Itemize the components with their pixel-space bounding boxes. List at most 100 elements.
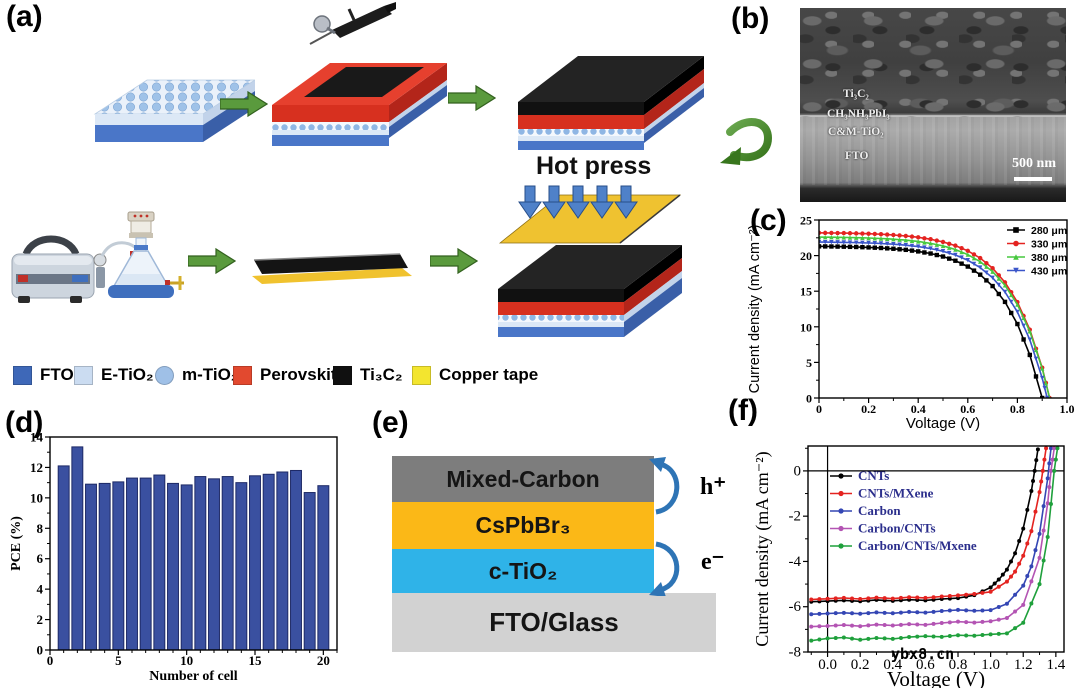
watermark: ybx8.cn xyxy=(891,645,955,663)
perovskite-swatch xyxy=(233,365,252,385)
axes: 0 0.2 0.4 0.6 0.8 1.0 0 5 10 15 20 25 xyxy=(800,214,1075,417)
bar xyxy=(194,476,207,651)
plot-d: 0 5 10 15 20 0 2 4 6 8 10 12 14 Number of cell PCE (%) xyxy=(9,430,338,684)
sem-texture xyxy=(800,8,1066,117)
svg-text:Voltage (V): Voltage (V) xyxy=(906,415,980,432)
svg-text:CNTs: CNTs xyxy=(858,468,889,483)
bar xyxy=(57,465,70,651)
svg-text:0: 0 xyxy=(794,463,802,479)
bar xyxy=(290,469,302,651)
material-label: E-TiO₂ xyxy=(101,365,154,384)
bar xyxy=(112,481,125,651)
sem-annotation: Ti₃C₂ xyxy=(843,88,869,100)
svg-text:0: 0 xyxy=(37,643,44,658)
mxene-film-on-tape xyxy=(252,253,412,284)
bar xyxy=(126,477,138,651)
airbrush-icon xyxy=(309,2,396,45)
svg-text:6: 6 xyxy=(37,551,44,566)
bar xyxy=(139,477,152,651)
sem-annotation: FTO xyxy=(845,150,869,162)
svg-text:10: 10 xyxy=(180,653,193,668)
plot-f: 0.0 0.2 0.4 0.6 0.8 1.0 1.2 1.4 0 -2 -4 -6 -8 Voltage… xyxy=(752,445,1066,688)
bar xyxy=(167,482,179,651)
material-legend-item: Perovskite xyxy=(233,362,346,388)
sem-fto-streaks xyxy=(800,116,1066,185)
process-arrow-icon xyxy=(448,84,496,112)
svg-text:Number of cell: Number of cell xyxy=(149,669,237,684)
material-legend-item: FTO xyxy=(13,362,74,388)
panel-a-label: (a) xyxy=(6,0,43,33)
etio2-swatch xyxy=(74,365,93,385)
panel-c-label: (c) xyxy=(750,204,787,237)
svg-text:20: 20 xyxy=(800,249,812,263)
svg-text:0.6: 0.6 xyxy=(916,657,935,673)
bar xyxy=(208,478,220,651)
svg-text:0.8: 0.8 xyxy=(949,657,968,673)
ti3c2-swatch xyxy=(333,365,352,385)
fto-swatch xyxy=(13,365,32,385)
chart-legend: CNTs CNTs/MXene Carbon Carbon/CNTs Carbon/CN… xyxy=(830,468,977,553)
svg-text:Voltage (V): Voltage (V) xyxy=(887,667,985,688)
svg-text:Current density (mA cm⁻²): Current density (mA cm⁻²) xyxy=(747,225,763,394)
series-group xyxy=(819,230,1052,398)
svg-text:1.2: 1.2 xyxy=(1014,657,1033,673)
svg-text:0.4: 0.4 xyxy=(883,657,902,673)
svg-text:380 μm: 380 μm xyxy=(1031,252,1067,264)
sem-annotation: C&M-TiO₂ xyxy=(828,126,884,138)
process-arrow-icon xyxy=(188,247,236,275)
device-layer-mixed-carbon: Mixed-Carbon xyxy=(392,456,654,502)
svg-text:-6: -6 xyxy=(789,599,802,615)
svg-text:Carbon/CNTs/Mxene: Carbon/CNTs/Mxene xyxy=(858,538,977,553)
svg-text:PCE (%): PCE (%) xyxy=(9,516,24,571)
material-label: Perovskite xyxy=(260,365,346,384)
bar xyxy=(317,485,330,651)
schematic-mesoporous-substrate xyxy=(93,79,255,142)
electron-label: e⁻ xyxy=(701,549,725,575)
svg-text:15: 15 xyxy=(800,285,812,299)
material-label: m-TiO₂ xyxy=(182,365,239,384)
press-arrows-icon xyxy=(518,185,638,219)
bar xyxy=(303,492,316,651)
svg-text:1.0: 1.0 xyxy=(981,657,1000,673)
panel-e-label: (e) xyxy=(372,406,409,439)
hole-label: h⁺ xyxy=(700,474,727,500)
hot-press-assembly xyxy=(498,185,682,337)
svg-text:280 μm: 280 μm xyxy=(1031,225,1067,237)
axes: 0.0 0.2 0.4 0.6 0.8 1.0 1.2 1.4 0 -2 -4 -6 -8 xyxy=(789,447,1066,673)
svg-text:Current density (mA cm⁻²): Current density (mA cm⁻²) xyxy=(752,451,773,646)
sem-cross-section-image: Ti₃C₂ CH₃NH₃PbI₃ C&M-TiO₂ FTO 500 nm xyxy=(800,8,1066,202)
svg-text:20: 20 xyxy=(317,653,330,668)
copper-tape-swatch xyxy=(412,365,431,385)
svg-text:1.4: 1.4 xyxy=(1046,657,1065,673)
jv-chart-thickness: 0 0.2 0.4 0.6 0.8 1.0 0 5 10 15 20 25 Voltage (V) Cur… xyxy=(747,214,1075,433)
axes: 0 5 10 15 20 0 2 4 6 8 10 12 14 xyxy=(30,430,338,668)
plot-c: 0 0.2 0.4 0.6 0.8 1.0 0 5 10 15 20 25 Voltage (V) Cur… xyxy=(747,214,1075,433)
material-legend-item: m-TiO₂ xyxy=(155,362,238,388)
vacuum-filtration-icon xyxy=(11,211,184,303)
svg-text:-8: -8 xyxy=(789,645,802,661)
jv-chart-electrodes: 0.0 0.2 0.4 0.6 0.8 1.0 1.2 1.4 0 -2 -4 -6 -8 Voltage… xyxy=(752,445,1066,688)
process-arrow-icon xyxy=(430,247,478,275)
svg-text:0: 0 xyxy=(816,402,822,416)
series-group xyxy=(809,446,1060,643)
transfer-curved-arrow-icon xyxy=(720,118,773,165)
bar xyxy=(262,473,275,651)
svg-text:-2: -2 xyxy=(789,509,802,525)
svg-text:0.2: 0.2 xyxy=(851,657,870,673)
material-label: Ti₃C₂ xyxy=(360,365,403,384)
bars xyxy=(57,446,330,651)
pce-bar-chart: 0 5 10 15 20 0 2 4 6 8 10 12 14 Number of cell PCE (%) xyxy=(9,430,338,684)
svg-text:0: 0 xyxy=(806,392,812,406)
sem-interface-line xyxy=(800,114,1066,117)
mtio2-swatch xyxy=(155,365,174,385)
panel-f-label: (f) xyxy=(728,394,758,427)
bar xyxy=(85,483,97,651)
hot-press-caption: Hot press xyxy=(536,152,652,180)
bar xyxy=(180,484,193,651)
material-label: FTO xyxy=(40,365,74,384)
svg-text:0.2: 0.2 xyxy=(861,402,876,416)
svg-text:5: 5 xyxy=(806,356,812,370)
scale-bar-label: 500 nm xyxy=(1012,156,1056,171)
